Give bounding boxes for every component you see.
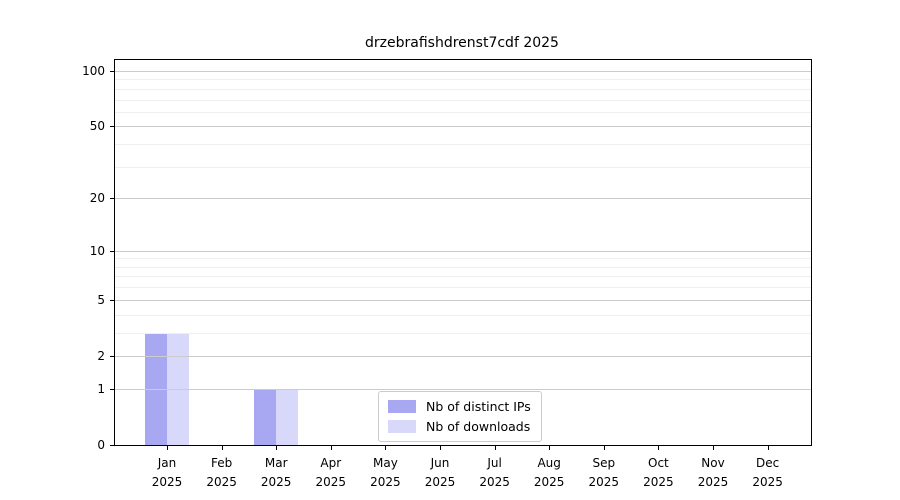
- x-tick-oct: [658, 445, 660, 450]
- y-tick-5: [110, 299, 115, 301]
- bar-mar-distinct-ips: [254, 388, 277, 445]
- y-tick-1: [110, 388, 115, 390]
- y-tick-0: [110, 445, 115, 446]
- x-tick-label-jul: Jul 2025: [479, 456, 510, 489]
- x-tick-apr: [330, 445, 332, 450]
- x-tick-may: [385, 445, 387, 450]
- legend-item-distinct-ips: Nb of distinct IPs: [388, 399, 531, 414]
- downloads-swatch-icon: [388, 420, 416, 433]
- x-tick-label-nov: Nov 2025: [697, 456, 729, 489]
- x-tick-label-jun: Jun 2025: [424, 456, 456, 489]
- x-tick-jun: [440, 445, 441, 450]
- bars-layer: [115, 60, 811, 445]
- y-tick-label-1: 1: [97, 381, 105, 396]
- x-tick-label-feb: Feb 2025: [206, 456, 237, 489]
- x-tick-jul: [494, 445, 496, 450]
- legend-item-downloads: Nb of downloads: [388, 419, 531, 434]
- bar-jan-distinct-ips: [145, 332, 167, 445]
- legend-label-downloads: Nb of downloads: [426, 419, 531, 434]
- x-tick-label-may: May 2025: [370, 456, 401, 489]
- y-tick-label-50: 50: [89, 119, 105, 134]
- plot-area: 0 1 2 5 10 20 50 100 Jan 2025 Feb 2025 Mar 2025 Apr…: [82, 59, 812, 489]
- chart-title: drzebrafishdrenst7cdf 2025: [365, 35, 559, 51]
- x-tick-label-jan: Jan 2025: [151, 456, 183, 489]
- y-tick-10: [110, 250, 115, 252]
- bar-mar-downloads: [276, 388, 299, 445]
- x-tick-nov: [713, 445, 714, 450]
- x-tick-label-mar: Mar 2025: [260, 456, 292, 489]
- x-tick-label-dec: Dec 2025: [752, 456, 783, 489]
- y-tick-20: [110, 198, 115, 200]
- x-tick-feb: [221, 445, 223, 450]
- distinct-ips-swatch-icon: [388, 400, 416, 413]
- y-tick-50: [110, 126, 115, 128]
- x-tick-label-apr: Apr 2025: [315, 456, 347, 489]
- y-tick-label-5: 5: [97, 292, 105, 307]
- x-tick-mar: [276, 445, 278, 450]
- x-tick-aug: [549, 445, 551, 450]
- x-tick-jan: [167, 445, 168, 450]
- bar-jan-downloads: [167, 332, 189, 445]
- y-tick-label-100: 100: [82, 64, 105, 78]
- legend: Nb of distinct IPs Nb of downloads: [378, 391, 542, 442]
- y-tick-label-20: 20: [89, 191, 105, 206]
- legend-label-distinct-ips: Nb of distinct IPs: [426, 399, 531, 414]
- x-tick-label-aug: Aug 2025: [533, 456, 565, 489]
- y-tick-label-2: 2: [97, 348, 105, 363]
- y-tick-label-0: 0: [97, 438, 105, 452]
- x-tick-label-sep: Sep 2025: [588, 456, 620, 489]
- x-tick-dec: [767, 445, 769, 450]
- x-tick-label-oct: Oct 2025: [643, 456, 674, 489]
- x-tick-sep: [603, 445, 605, 450]
- y-tick-label-10: 10: [89, 243, 105, 258]
- y-tick-2: [110, 355, 115, 357]
- y-tick-100: [110, 71, 115, 72]
